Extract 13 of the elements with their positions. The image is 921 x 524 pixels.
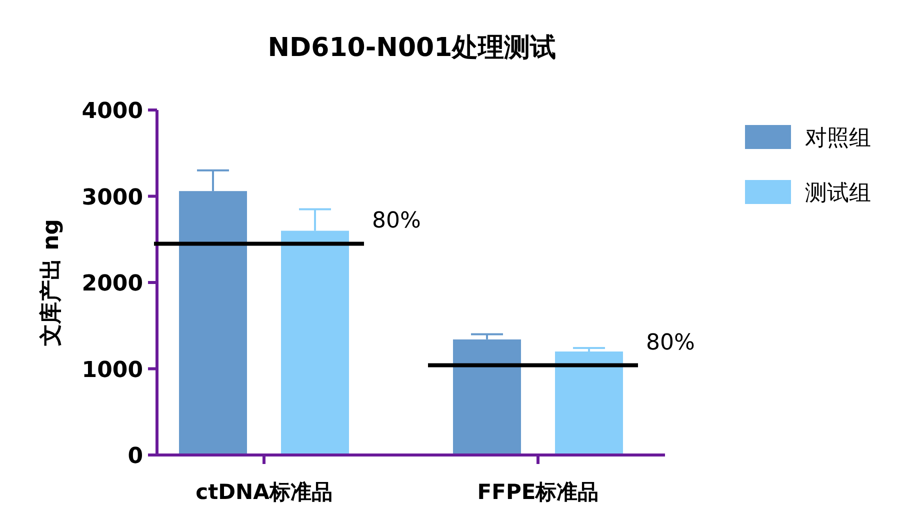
legend-label: 测试组 <box>805 181 871 206</box>
x-tick-label: ctDNA标准品 <box>196 480 332 504</box>
y-tick-label: 1000 <box>82 358 143 383</box>
annotation: 80% <box>646 330 695 356</box>
y-tick-label: 4000 <box>82 99 143 124</box>
x-tick-label: FFPE标准品 <box>477 480 599 504</box>
y-axis-title: 文库产出 ng <box>38 218 64 348</box>
y-tick-label: 3000 <box>82 185 143 210</box>
y-tick-label: 2000 <box>82 272 143 296</box>
annotation: 80% <box>372 208 421 234</box>
chart-title: ND610-N001处理测试 <box>268 33 556 63</box>
y-tick-label: 0 <box>128 444 143 469</box>
legend-label: 对照组 <box>805 126 871 151</box>
